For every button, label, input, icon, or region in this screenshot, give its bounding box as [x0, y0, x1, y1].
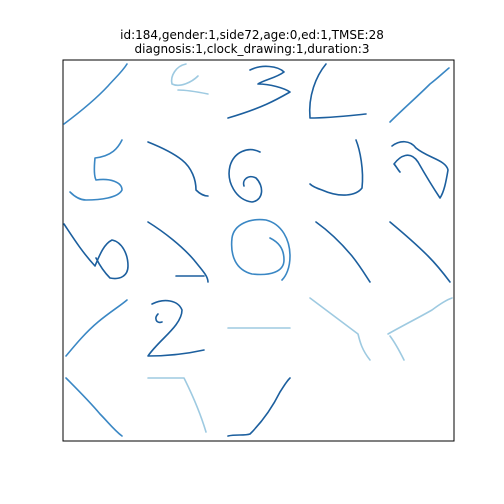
cell-5-2-angle-stroke — [147, 377, 207, 433]
figure-title-line-2: diagnosis:1,clock_drawing:1,duration:3 — [134, 42, 370, 56]
cell-4-1-diagonal-stroke — [65, 299, 128, 357]
cell-1-1-diagonal-stroke — [63, 63, 128, 125]
cell-4-2-two-glyph — [147, 299, 205, 357]
cell-2-4-hook-stroke — [309, 139, 364, 196]
cell-3-1-loop-stroke — [63, 223, 129, 280]
cell-2-3-six-glyph — [228, 148, 263, 203]
cell-4-4-diagonal-stroke — [309, 297, 371, 361]
cell-1-2-two-glyph — [170, 63, 209, 95]
cell-2-5-loop-stroke — [391, 140, 449, 199]
cell-3-4-diagonal-stroke — [315, 221, 371, 283]
cell-1-5-diagonal-stroke — [389, 67, 450, 123]
cell-1-4-hook-stroke — [308, 63, 367, 119]
cell-2-1-five-glyph — [69, 139, 123, 201]
figure-title-line-1: id:184,gender:1,side72,age:0,ed:1,TMSE:2… — [120, 28, 384, 42]
cell-5-3-diagonal-stroke — [227, 377, 291, 437]
axes-frame — [62, 59, 455, 442]
cell-3-3-spiral-stroke — [230, 218, 291, 281]
cell-3-2-curve-stroke — [147, 221, 209, 283]
cell-5-1-diagonal-stroke — [65, 377, 123, 437]
cell-2-2-curve-stroke — [147, 141, 209, 197]
cell-3-5-diagonal-stroke — [389, 221, 451, 283]
cell-4-5-diagonal-stroke — [387, 297, 453, 361]
cell-1-3-three-glyph — [227, 65, 291, 119]
